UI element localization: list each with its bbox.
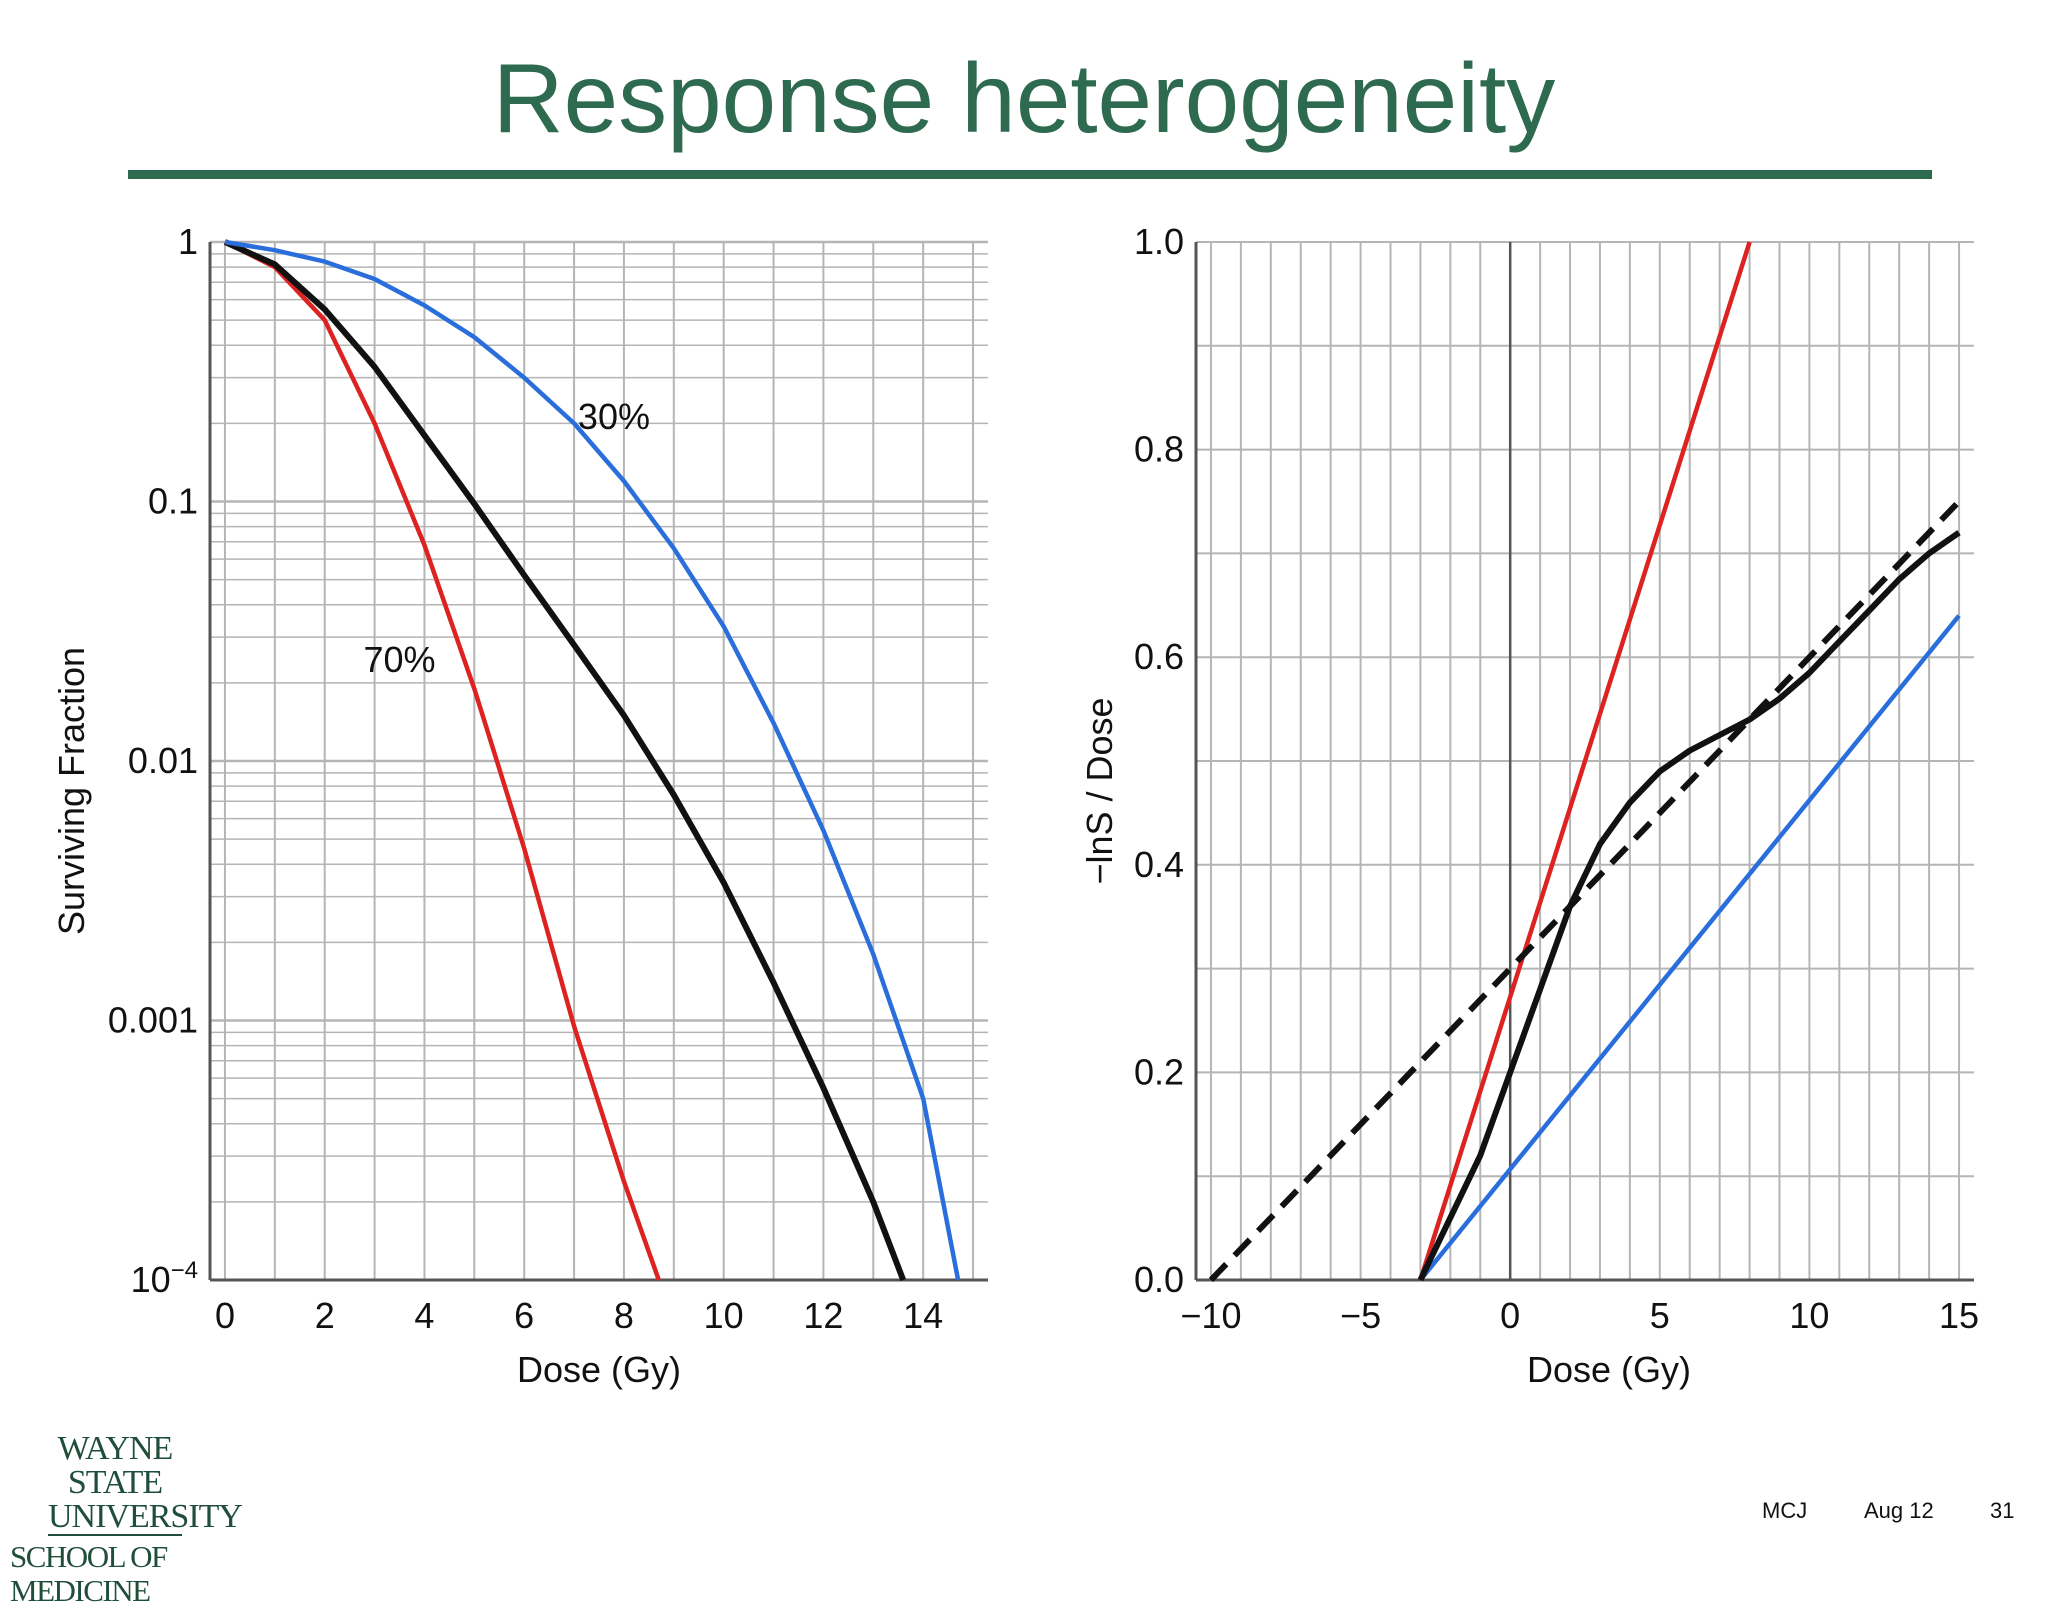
x-tick-label: 10 — [704, 1295, 744, 1336]
x-axis-title: Dose (Gy) — [517, 1349, 681, 1390]
y-tick-label: 10−4 — [131, 1257, 198, 1300]
y-tick-label: 1.0 — [1134, 221, 1184, 262]
y-tick-label: 0.4 — [1134, 844, 1184, 885]
x-tick-label: 15 — [1939, 1295, 1979, 1336]
x-tick-label: 0 — [1500, 1295, 1520, 1336]
data-series-line — [1418, 241, 1752, 1281]
x-tick-label: 5 — [1650, 1295, 1670, 1336]
slide-title: Response heterogeneity — [492, 43, 1556, 153]
y-tick-label: 0.6 — [1134, 636, 1184, 677]
x-tick-label: 12 — [803, 1295, 843, 1336]
logo-line-3: SCHOOL OF MEDICINE — [10, 1539, 168, 1608]
x-tick-label: 14 — [903, 1295, 943, 1336]
data-series-line — [223, 239, 907, 1282]
series-annotation: 70% — [363, 639, 435, 680]
y-tick-label: 0.2 — [1134, 1051, 1184, 1092]
x-tick-label: 10 — [1789, 1295, 1829, 1336]
title-divider — [128, 170, 1932, 179]
x-tick-label: −10 — [1180, 1295, 1241, 1336]
university-logo: WAYNE STATE UNIVERSITY SCHOOL OF MEDICIN… — [10, 1430, 243, 1608]
data-series-line — [223, 239, 661, 1281]
y-axis-title: −lnS / Dose — [1079, 697, 1120, 884]
x-tick-label: 2 — [315, 1295, 335, 1336]
x-tick-label: 6 — [514, 1295, 534, 1336]
logo-line-1: WAYNE STATE — [57, 1430, 174, 1501]
data-series-line — [1208, 499, 1962, 1283]
lnS-per-dose-chart: −10 −5 0 5 10 15 0.0 0.2 0.4 0.6 0.8 1.0 Dose (Gy) −l… — [1079, 221, 1979, 1390]
data-series-line — [224, 239, 961, 1281]
x-tick-label: 8 — [614, 1295, 634, 1336]
y-tick-label: 0.1 — [148, 481, 198, 522]
x-tick-label: 0 — [215, 1295, 235, 1336]
data-series-line — [1418, 614, 1961, 1282]
x-tick-label: −5 — [1340, 1295, 1381, 1336]
logo-line-2: UNIVERSITY — [48, 1498, 243, 1536]
data-series-line — [1417, 530, 1961, 1282]
y-tick-label: 0.01 — [128, 740, 198, 781]
series-annotation: 30% — [578, 396, 650, 437]
x-tick-label: 4 — [414, 1295, 434, 1336]
y-tick-label: 1 — [178, 221, 198, 262]
x-axis-title: Dose (Gy) — [1527, 1349, 1691, 1390]
footer-page-number: 31 — [1990, 1498, 2015, 1523]
footer-date: Aug 12 — [1864, 1498, 1934, 1523]
footer-author: MCJ — [1762, 1498, 1808, 1523]
y-tick-label: 0.001 — [108, 1000, 198, 1041]
y-axis-title: Surviving Fraction — [51, 647, 92, 935]
surviving-fraction-chart: 0 2 4 6 8 10 12 14 1 0.1 0.01 0.001 10−4 Dose (Gy) Sur… — [51, 221, 988, 1390]
y-tick-label: 0.0 — [1134, 1259, 1184, 1300]
y-tick-label: 0.8 — [1134, 429, 1184, 470]
